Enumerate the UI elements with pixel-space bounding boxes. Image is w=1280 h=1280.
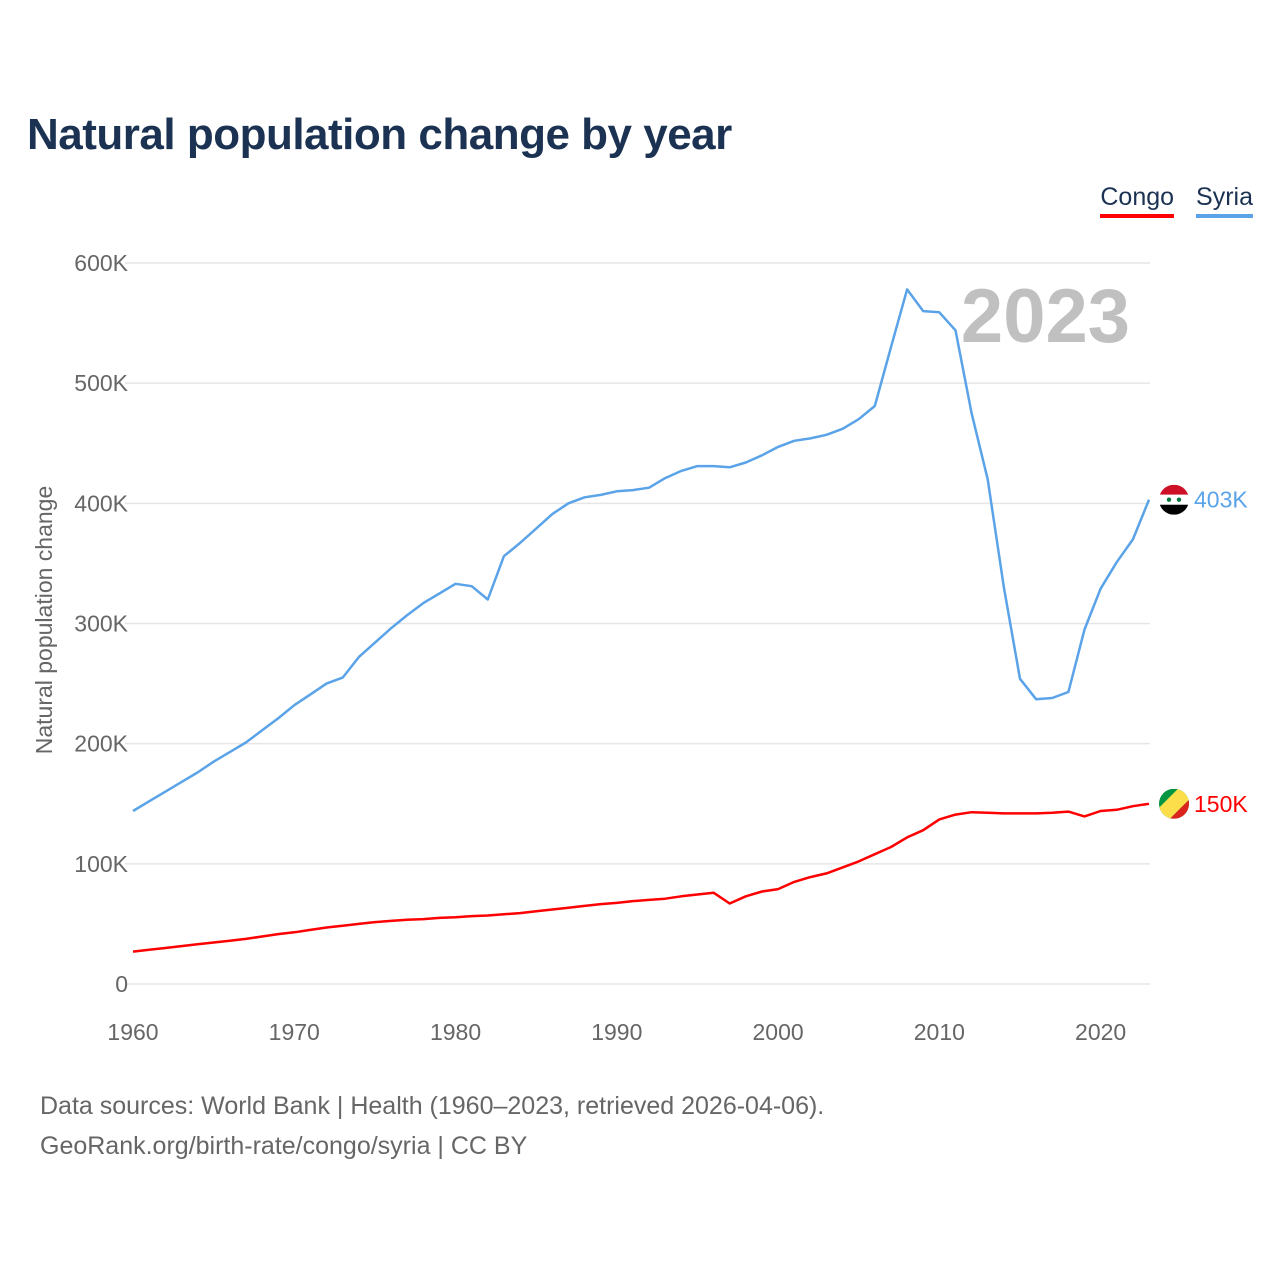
legend-syria[interactable]: Syria [1196,183,1253,218]
congo-flag-icon [1159,788,1189,819]
y-tick-label: 500K [74,370,128,396]
syria-flag-icon [1159,484,1189,515]
legend-congo[interactable]: Congo [1100,183,1175,218]
grid: 0 100K 200K 300K 400K 500K 600K 1960 1970 1980 199… [74,250,1150,1045]
y-tick-label: 200K [74,731,128,757]
y-tick-label: 600K [74,250,128,276]
y-tick-label: 0 [115,971,128,997]
x-tick-label: 1990 [591,1019,642,1045]
end-value-label: 403K [1194,487,1248,513]
x-tick-label: 2000 [752,1019,803,1045]
y-tick-label: 100K [74,851,128,877]
series-line-congo[interactable] [132,802,1150,953]
series-line-syria[interactable] [132,288,1151,813]
y-tick-label: 400K [74,490,128,516]
x-tick-label: 2020 [1075,1019,1126,1045]
y-axis-label: Natural population change [31,486,57,755]
x-tick-label: 1960 [107,1019,158,1045]
source-text: Data sources: World Bank | Health (1960–… [40,1092,825,1120]
year-watermark: 2023 [961,274,1130,359]
legend: Congo Syria [1100,183,1253,218]
end-value-label: 150K [1194,791,1248,817]
y-tick-label: 300K [74,611,128,637]
footer: Data sources: World Bank | Health (1960–… [40,1086,824,1166]
x-tick-label: 2010 [914,1019,965,1045]
x-tick-label: 1980 [430,1019,481,1045]
chart-title: Natural population change by year [27,110,732,159]
attribution-text: GeoRank.org/birth-rate/congo/syria | CC … [40,1132,528,1160]
x-tick-label: 1970 [269,1019,320,1045]
